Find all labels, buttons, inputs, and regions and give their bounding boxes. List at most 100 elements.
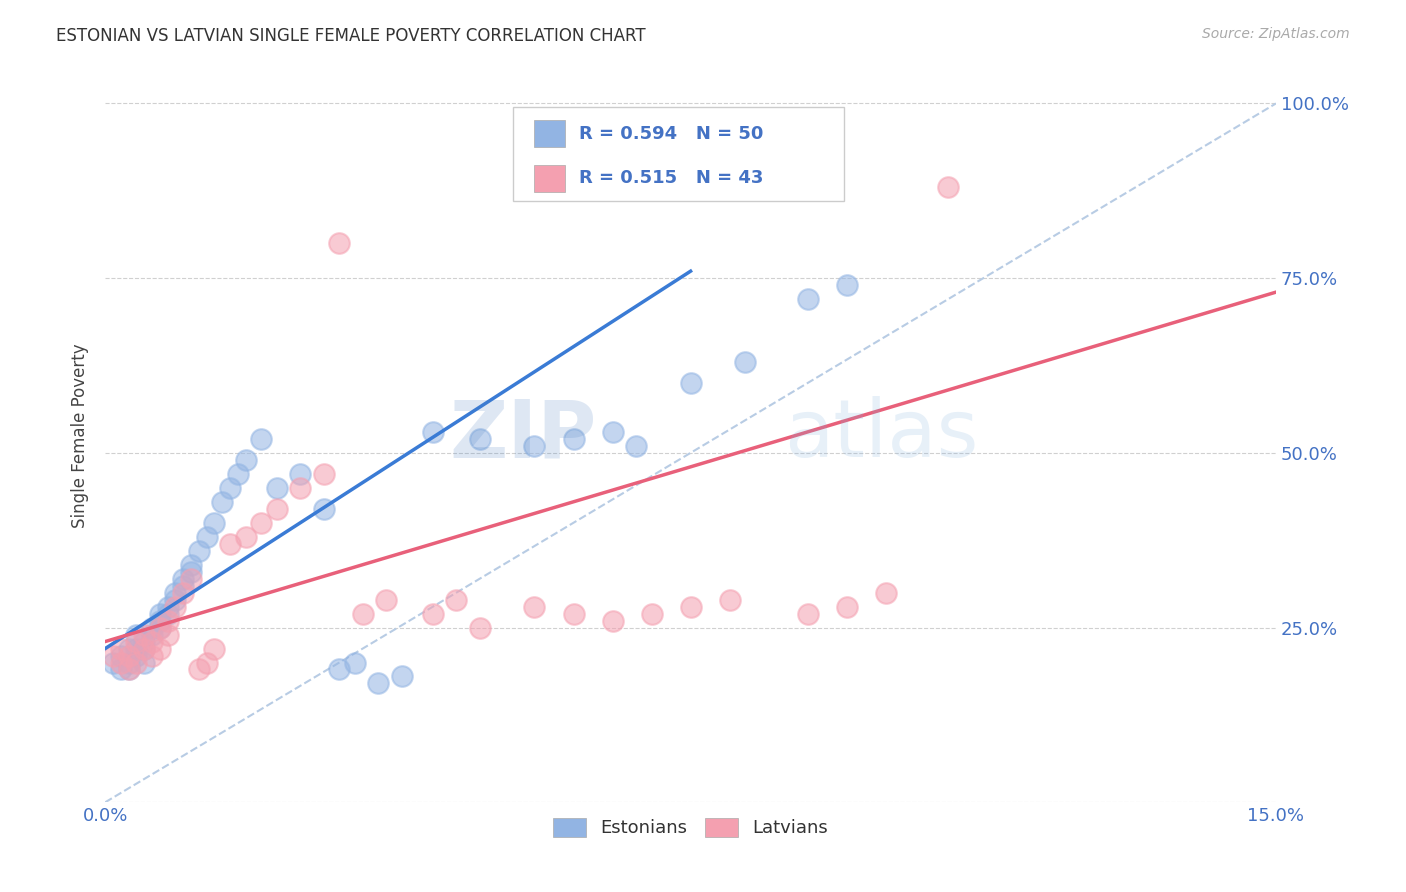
Point — [266, 501, 288, 516]
Point — [165, 599, 187, 614]
Point — [250, 516, 273, 530]
Point — [328, 663, 350, 677]
Point — [367, 676, 389, 690]
Text: R = 0.594   N = 50: R = 0.594 N = 50 — [579, 125, 763, 143]
Point — [125, 656, 148, 670]
Point — [156, 607, 179, 621]
Point — [391, 669, 413, 683]
Point — [156, 627, 179, 641]
Point — [835, 278, 858, 293]
Point — [468, 432, 491, 446]
Point — [180, 565, 202, 579]
Point — [734, 355, 756, 369]
Point — [172, 585, 194, 599]
Point — [156, 614, 179, 628]
Point — [266, 481, 288, 495]
Point — [165, 585, 187, 599]
Point — [523, 439, 546, 453]
Point — [328, 236, 350, 251]
Point — [117, 656, 139, 670]
Point — [134, 627, 156, 641]
Point — [235, 530, 257, 544]
Point — [110, 648, 132, 663]
Point — [640, 607, 662, 621]
Point — [134, 656, 156, 670]
Point — [290, 481, 312, 495]
Point — [141, 634, 163, 648]
Point — [110, 656, 132, 670]
Point — [187, 543, 209, 558]
Point — [101, 648, 124, 663]
Point — [523, 599, 546, 614]
Point — [422, 425, 444, 439]
Point — [936, 180, 959, 194]
Point — [134, 634, 156, 648]
Point — [165, 592, 187, 607]
Point — [219, 481, 242, 495]
Point — [375, 592, 398, 607]
Point — [134, 641, 156, 656]
Point — [180, 572, 202, 586]
Point — [110, 641, 132, 656]
Point — [226, 467, 249, 481]
Point — [796, 292, 818, 306]
Y-axis label: Single Female Poverty: Single Female Poverty — [72, 343, 89, 528]
Point — [796, 607, 818, 621]
Point — [250, 432, 273, 446]
Point — [187, 663, 209, 677]
Point — [180, 558, 202, 572]
Point — [149, 607, 172, 621]
Point — [125, 627, 148, 641]
Point — [312, 467, 335, 481]
Point — [125, 648, 148, 663]
Point — [141, 621, 163, 635]
Point — [312, 501, 335, 516]
Point — [446, 592, 468, 607]
Point — [172, 579, 194, 593]
Point — [110, 663, 132, 677]
Point — [562, 432, 585, 446]
Point — [156, 599, 179, 614]
Legend: Estonians, Latvians: Estonians, Latvians — [546, 811, 835, 845]
Point — [602, 425, 624, 439]
Point — [718, 592, 741, 607]
Point — [679, 376, 702, 390]
Point — [211, 495, 233, 509]
Point — [352, 607, 374, 621]
Point — [117, 648, 139, 663]
Point — [195, 656, 218, 670]
Point — [117, 663, 139, 677]
Point — [204, 641, 226, 656]
Point — [195, 530, 218, 544]
Point — [219, 537, 242, 551]
Point — [134, 641, 156, 656]
Text: ZIP: ZIP — [450, 396, 598, 475]
Point — [125, 641, 148, 656]
Point — [343, 656, 366, 670]
Point — [602, 614, 624, 628]
Point — [149, 621, 172, 635]
Point — [204, 516, 226, 530]
Point — [468, 621, 491, 635]
Point — [117, 641, 139, 656]
Point — [679, 599, 702, 614]
Point — [624, 439, 647, 453]
Text: atlas: atlas — [785, 396, 979, 475]
Point — [422, 607, 444, 621]
Point — [141, 627, 163, 641]
Point — [141, 648, 163, 663]
Point — [149, 614, 172, 628]
Point — [235, 453, 257, 467]
Point — [149, 641, 172, 656]
Point — [875, 585, 897, 599]
Text: Source: ZipAtlas.com: Source: ZipAtlas.com — [1202, 27, 1350, 41]
Text: ESTONIAN VS LATVIAN SINGLE FEMALE POVERTY CORRELATION CHART: ESTONIAN VS LATVIAN SINGLE FEMALE POVERT… — [56, 27, 645, 45]
Point — [290, 467, 312, 481]
Point — [117, 663, 139, 677]
Point — [562, 607, 585, 621]
Point — [101, 656, 124, 670]
Point — [835, 599, 858, 614]
Point — [125, 634, 148, 648]
Point — [172, 572, 194, 586]
Text: R = 0.515   N = 43: R = 0.515 N = 43 — [579, 169, 763, 187]
